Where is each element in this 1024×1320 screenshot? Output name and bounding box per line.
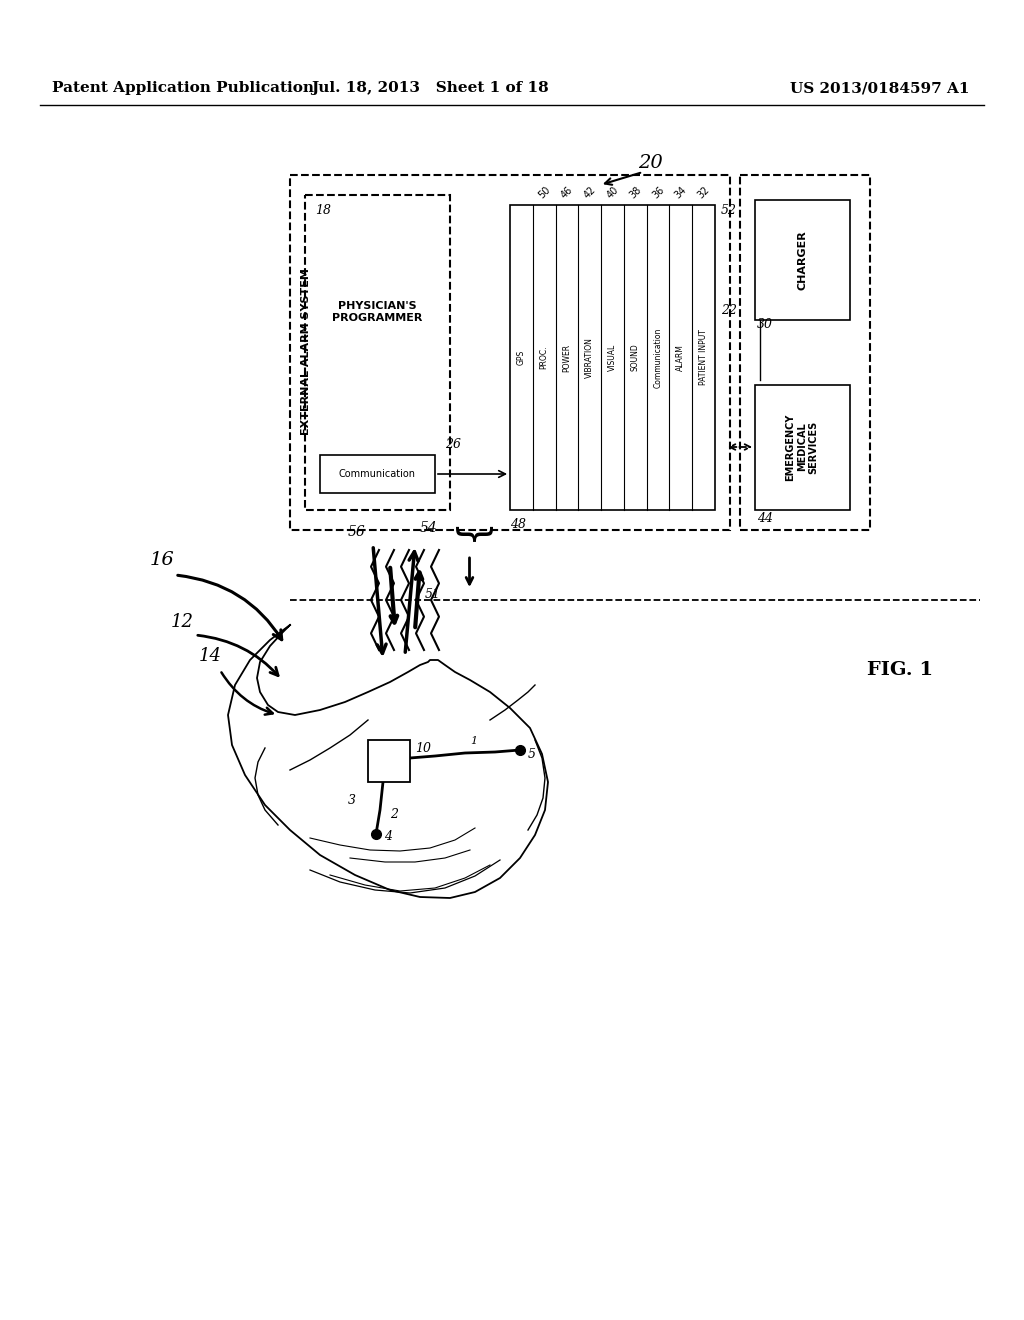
Text: 30: 30 (757, 318, 773, 331)
Text: 44: 44 (757, 511, 773, 524)
Text: 1: 1 (470, 737, 477, 746)
Text: 5: 5 (528, 748, 536, 762)
Text: EXTERNAL ALARM SYSTEM: EXTERNAL ALARM SYSTEM (301, 268, 311, 436)
Text: }: } (451, 525, 488, 549)
Text: Patent Application Publication: Patent Application Publication (52, 81, 314, 95)
Text: 46: 46 (559, 185, 574, 201)
Bar (755, 385, 850, 510)
Text: 22: 22 (721, 304, 737, 317)
Text: 56: 56 (347, 525, 365, 539)
Bar (319, 455, 435, 492)
Text: PHYSICIAN'S
PROGRAMMER: PHYSICIAN'S PROGRAMMER (332, 301, 422, 323)
Text: EMERGENCY
MEDICAL
SERVICES: EMERGENCY MEDICAL SERVICES (785, 413, 818, 480)
Text: 51: 51 (425, 589, 440, 602)
Text: 14: 14 (199, 647, 221, 665)
Text: 38: 38 (628, 185, 643, 201)
Text: 36: 36 (650, 185, 666, 201)
Text: GPS: GPS (517, 350, 526, 366)
Text: FIG. 1: FIG. 1 (867, 661, 933, 678)
Text: POWER: POWER (562, 343, 571, 371)
Text: PROC.: PROC. (540, 346, 549, 370)
Text: 12: 12 (171, 612, 194, 631)
Bar (740, 176, 870, 531)
Text: ALARM: ALARM (676, 345, 685, 371)
Text: 20: 20 (638, 154, 663, 172)
Bar (305, 195, 450, 510)
Text: 42: 42 (582, 185, 598, 201)
Text: SOUND: SOUND (631, 343, 640, 371)
Bar (368, 741, 410, 781)
Text: VISUAL: VISUAL (608, 345, 617, 371)
Text: VIBRATION: VIBRATION (586, 337, 594, 378)
Text: 52: 52 (721, 203, 737, 216)
Bar (510, 205, 715, 510)
Text: Communication: Communication (653, 327, 663, 388)
Text: 10: 10 (415, 742, 431, 755)
Text: 2: 2 (390, 808, 398, 821)
Text: CHARGER: CHARGER (797, 230, 807, 290)
Text: 18: 18 (315, 203, 331, 216)
Text: 3: 3 (348, 793, 356, 807)
Text: US 2013/0184597 A1: US 2013/0184597 A1 (791, 81, 970, 95)
Text: 40: 40 (604, 185, 621, 201)
Bar (290, 176, 730, 531)
Text: 50: 50 (537, 185, 552, 201)
Text: 4: 4 (384, 830, 392, 843)
Text: PATIENT INPUT: PATIENT INPUT (699, 330, 709, 385)
Text: 26: 26 (445, 438, 461, 451)
Bar (755, 201, 850, 319)
Text: 34: 34 (673, 185, 689, 201)
Text: 48: 48 (510, 519, 526, 532)
Text: Jul. 18, 2013   Sheet 1 of 18: Jul. 18, 2013 Sheet 1 of 18 (311, 81, 549, 95)
Text: Communication: Communication (339, 469, 416, 479)
Text: 16: 16 (150, 550, 174, 569)
Text: 32: 32 (695, 185, 712, 201)
Text: 54: 54 (420, 521, 437, 535)
